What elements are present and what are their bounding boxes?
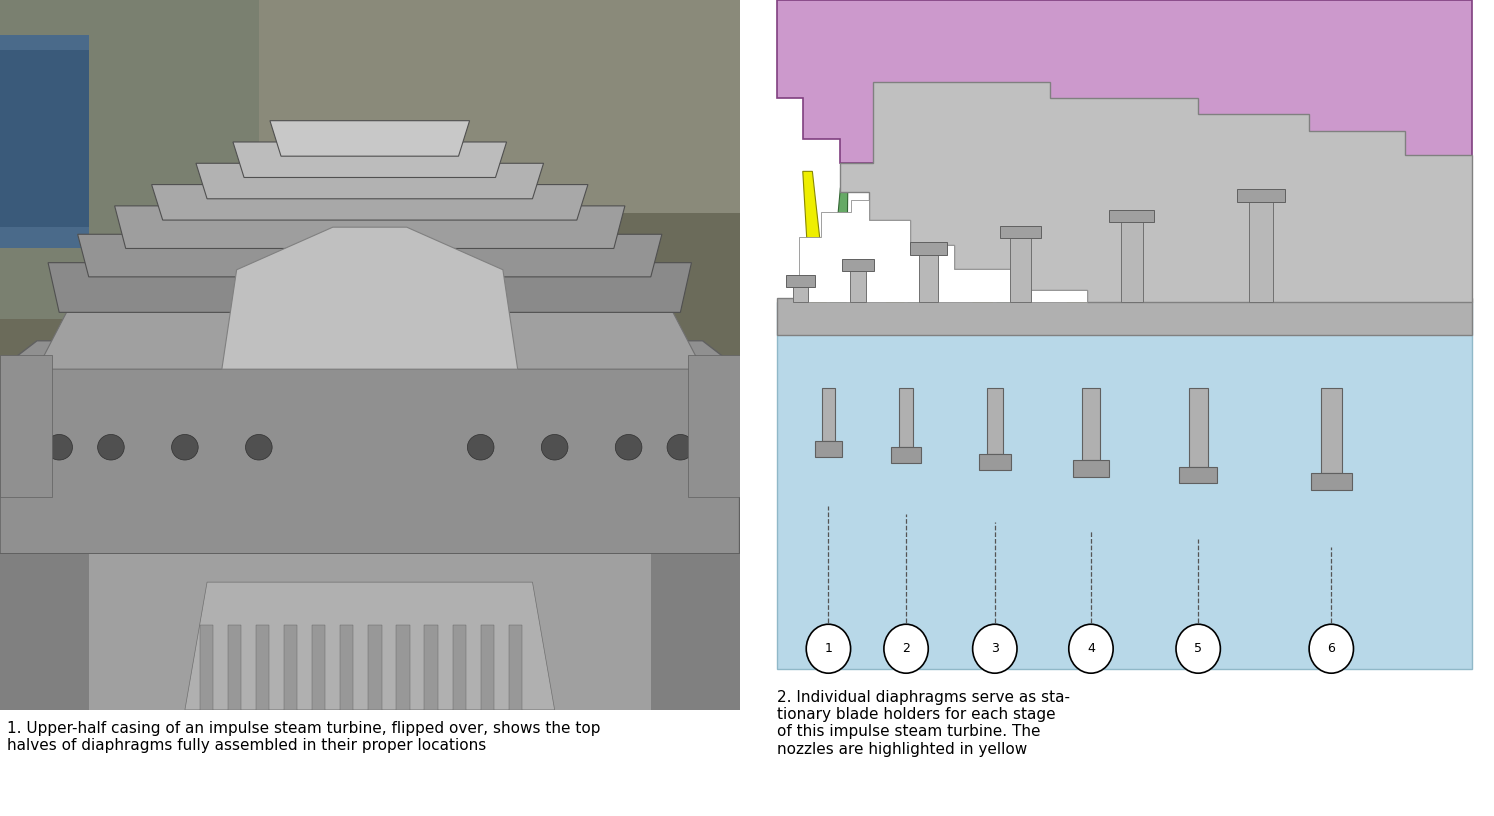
Circle shape <box>1068 624 1113 673</box>
Polygon shape <box>0 355 52 497</box>
Polygon shape <box>185 582 554 710</box>
Bar <box>1110 210 1153 222</box>
Bar <box>777 302 1472 669</box>
Bar <box>793 277 808 302</box>
Bar <box>1120 212 1143 302</box>
Polygon shape <box>1094 90 1122 302</box>
Bar <box>1179 467 1218 483</box>
Polygon shape <box>0 511 740 710</box>
Circle shape <box>97 434 124 460</box>
Bar <box>1237 189 1285 202</box>
Text: 3: 3 <box>991 642 999 655</box>
Circle shape <box>245 434 272 460</box>
Bar <box>999 226 1041 238</box>
Polygon shape <box>115 206 624 248</box>
Circle shape <box>884 624 928 673</box>
Bar <box>892 447 920 463</box>
Polygon shape <box>270 121 469 156</box>
Polygon shape <box>799 200 1088 302</box>
Polygon shape <box>908 163 929 302</box>
Bar <box>1010 228 1031 302</box>
Circle shape <box>666 434 693 460</box>
Polygon shape <box>221 227 517 369</box>
Polygon shape <box>831 188 847 302</box>
Bar <box>1310 473 1352 490</box>
Circle shape <box>1309 624 1354 673</box>
Polygon shape <box>959 106 994 302</box>
Circle shape <box>468 434 495 460</box>
Bar <box>0 36 88 248</box>
Bar <box>1082 388 1100 460</box>
Bar <box>822 388 835 441</box>
Bar <box>396 625 409 710</box>
Bar <box>341 625 354 710</box>
Bar <box>1189 388 1207 467</box>
Bar <box>312 625 326 710</box>
Bar <box>777 298 1472 335</box>
Text: 1. Upper-half casing of an impulse steam turbine, flipped over, shows the top
ha: 1. Upper-half casing of an impulse steam… <box>7 721 601 753</box>
Polygon shape <box>840 82 1472 302</box>
Bar <box>841 259 874 271</box>
Polygon shape <box>1279 0 1328 302</box>
Polygon shape <box>777 0 1472 253</box>
Polygon shape <box>48 263 692 313</box>
Text: 4: 4 <box>1088 642 1095 655</box>
Polygon shape <box>687 355 740 497</box>
Polygon shape <box>258 0 740 213</box>
Bar <box>986 388 1002 454</box>
Bar <box>509 625 521 710</box>
Polygon shape <box>1201 41 1233 302</box>
Bar <box>850 261 867 302</box>
Bar <box>919 245 938 302</box>
Bar <box>816 441 841 457</box>
Polygon shape <box>196 163 544 199</box>
Text: 2: 2 <box>902 642 910 655</box>
Polygon shape <box>802 171 826 302</box>
Polygon shape <box>651 554 740 710</box>
Bar <box>899 388 913 447</box>
Bar <box>200 625 214 710</box>
Polygon shape <box>875 143 904 302</box>
Bar <box>910 242 947 255</box>
Polygon shape <box>78 234 662 277</box>
Bar <box>777 0 1472 302</box>
Bar <box>1321 388 1342 473</box>
Polygon shape <box>37 298 702 369</box>
Circle shape <box>541 434 568 460</box>
Text: 5: 5 <box>1194 642 1203 655</box>
Text: 2. Individual diaphragms serve as sta-
tionary blade holders for each stage
of t: 2. Individual diaphragms serve as sta- t… <box>777 690 1070 756</box>
Polygon shape <box>0 0 258 319</box>
Polygon shape <box>151 184 589 220</box>
Polygon shape <box>233 142 506 178</box>
Polygon shape <box>1334 0 1370 302</box>
Bar <box>227 625 241 710</box>
Circle shape <box>46 434 73 460</box>
Bar <box>481 625 495 710</box>
Polygon shape <box>1150 12 1195 302</box>
Text: 6: 6 <box>1327 642 1336 655</box>
Bar <box>0 50 88 227</box>
Bar <box>424 625 438 710</box>
Polygon shape <box>1049 65 1089 302</box>
Circle shape <box>172 434 199 460</box>
Polygon shape <box>0 554 88 710</box>
Bar <box>1249 192 1273 302</box>
Bar <box>1073 460 1109 477</box>
Circle shape <box>973 624 1017 673</box>
Bar <box>284 625 297 710</box>
Polygon shape <box>88 554 651 710</box>
Bar <box>255 625 269 710</box>
Polygon shape <box>996 131 1022 302</box>
Bar <box>979 454 1011 470</box>
Bar <box>369 625 381 710</box>
Bar <box>786 275 816 287</box>
Text: 1: 1 <box>825 642 832 655</box>
Circle shape <box>616 434 642 460</box>
Circle shape <box>807 624 850 673</box>
Polygon shape <box>0 341 740 554</box>
Bar <box>453 625 466 710</box>
Circle shape <box>1176 624 1221 673</box>
